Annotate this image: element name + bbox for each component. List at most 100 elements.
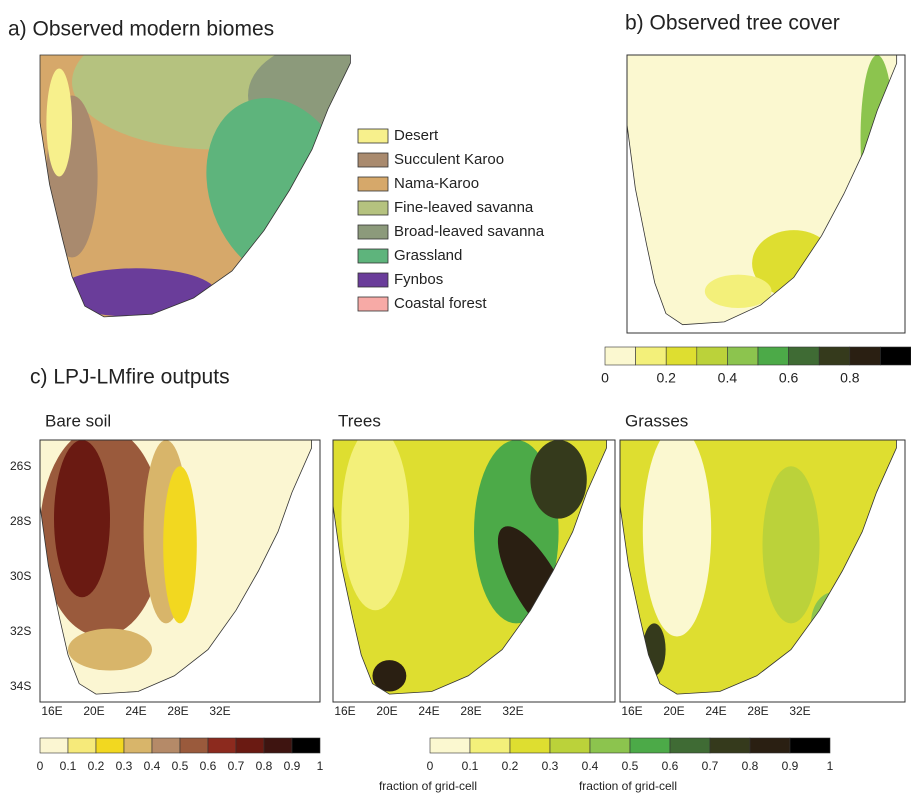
colorbar-cell <box>788 346 820 366</box>
colorbar-tick-label: 0.2 <box>88 759 105 773</box>
legend-label: Desert <box>394 127 439 144</box>
region <box>372 660 407 692</box>
legend-swatch <box>357 296 389 312</box>
colorbar-cell <box>696 346 728 366</box>
colorbar-tick-label: 0.3 <box>116 759 133 773</box>
panel-title: c) LPJ-LMfire outputs <box>30 366 230 389</box>
map <box>627 55 897 325</box>
lon-tick-label: 20E <box>376 704 397 718</box>
colorbar-cell <box>429 737 471 754</box>
lon-tick-label: 16E <box>41 704 62 718</box>
colorbar-cell <box>880 346 911 366</box>
panel-title: b) Observed tree cover <box>625 12 840 35</box>
colorbar-tick-label: 0.9 <box>284 759 301 773</box>
colorbar-cell <box>757 346 789 366</box>
region <box>56 268 216 317</box>
region <box>46 68 72 177</box>
map-title: Trees <box>338 411 381 430</box>
colorbar-tick-label: 0.6 <box>662 759 679 773</box>
colorbar-cell <box>95 737 125 754</box>
colorbar-tick-label: 0.7 <box>228 759 245 773</box>
lon-tick-label: 32E <box>209 704 230 718</box>
map-title: Bare soil <box>45 411 111 430</box>
coastline <box>332 439 607 695</box>
colorbar-cell <box>151 737 181 754</box>
region <box>860 55 894 222</box>
colorbar-cell <box>235 737 265 754</box>
region <box>762 466 820 624</box>
colorbar-tick-label: 0.6 <box>200 759 217 773</box>
legend-swatch <box>357 272 389 288</box>
legend-swatch <box>357 224 389 240</box>
legend-label: Broad-leaved savanna <box>394 223 545 240</box>
colorbar-tick-label: 0.5 <box>172 759 189 773</box>
lon-tick-label: 32E <box>789 704 810 718</box>
colorbar-cell <box>669 737 711 754</box>
colorbar-tick-label: 0.1 <box>60 759 77 773</box>
region <box>704 274 772 308</box>
colorbar-cell <box>629 737 671 754</box>
map <box>333 440 607 695</box>
region <box>642 440 712 637</box>
legend-label: Fynbos <box>394 271 443 288</box>
colorbar-tick-label: 0.8 <box>742 759 759 773</box>
lat-tick-label: 28S <box>10 514 31 528</box>
colorbar-cell <box>849 346 881 366</box>
region <box>642 623 666 676</box>
colorbar-tick-label: 0.5 <box>622 759 639 773</box>
region <box>163 466 197 624</box>
colorbar-tick-label: 0 <box>427 759 434 773</box>
lon-tick-label: 32E <box>502 704 523 718</box>
map-frame <box>619 439 906 703</box>
colorbar-cell <box>709 737 751 754</box>
lon-tick-label: 16E <box>334 704 355 718</box>
colorbar-cell <box>509 737 551 754</box>
lat-tick-label: 34S <box>10 679 31 693</box>
colorbar-cell <box>589 737 631 754</box>
colorbar-cell <box>67 737 97 754</box>
region <box>341 440 410 611</box>
colorbar-tick-label: 1 <box>827 759 834 773</box>
map-frame <box>39 439 321 703</box>
colorbar-tick-label: 0.4 <box>582 759 599 773</box>
legend-label: Fine-leaved savanna <box>394 199 534 216</box>
colorbar-tick-label: 0.6 <box>779 370 799 386</box>
legend-swatch <box>357 248 389 264</box>
legend-label: Grassland <box>394 247 462 264</box>
colorbar-cell <box>123 737 153 754</box>
colorbar-tick-label: 0.4 <box>144 759 161 773</box>
colorbar-tick-label: 0 <box>601 370 609 386</box>
coastline <box>619 439 897 695</box>
lon-tick-label: 24E <box>705 704 726 718</box>
colorbar-tick-label: 0.2 <box>502 759 519 773</box>
coastline <box>39 54 351 318</box>
legend-swatch <box>357 200 389 216</box>
lat-tick-label: 30S <box>10 569 31 583</box>
colorbar-cell <box>291 737 321 754</box>
lon-tick-label: 28E <box>747 704 768 718</box>
map <box>40 55 351 317</box>
legend-swatch <box>357 128 389 144</box>
legend-label: Succulent Karoo <box>394 151 504 168</box>
region <box>54 440 110 598</box>
colorbar-label: fraction of grid-cell <box>579 779 677 793</box>
colorbar-tick-label: 0.8 <box>840 370 860 386</box>
colorbar-cell <box>549 737 591 754</box>
colorbar-tick-label: 0.7 <box>702 759 719 773</box>
colorbar-tick-label: 0.2 <box>656 370 676 386</box>
colorbar-tick-label: 1 <box>317 759 324 773</box>
colorbar-tick-label: 0 <box>37 759 44 773</box>
legend-label: Coastal forest <box>394 295 487 312</box>
lon-tick-label: 24E <box>418 704 439 718</box>
region <box>530 440 587 519</box>
colorbar-cell <box>207 737 237 754</box>
colorbar-cell <box>665 346 698 366</box>
lon-tick-label: 28E <box>167 704 188 718</box>
region <box>68 628 152 671</box>
lon-tick-label: 24E <box>125 704 146 718</box>
lon-tick-label: 20E <box>663 704 684 718</box>
map <box>40 440 312 695</box>
lat-tick-label: 32S <box>10 624 31 638</box>
colorbar-cell <box>39 737 69 754</box>
